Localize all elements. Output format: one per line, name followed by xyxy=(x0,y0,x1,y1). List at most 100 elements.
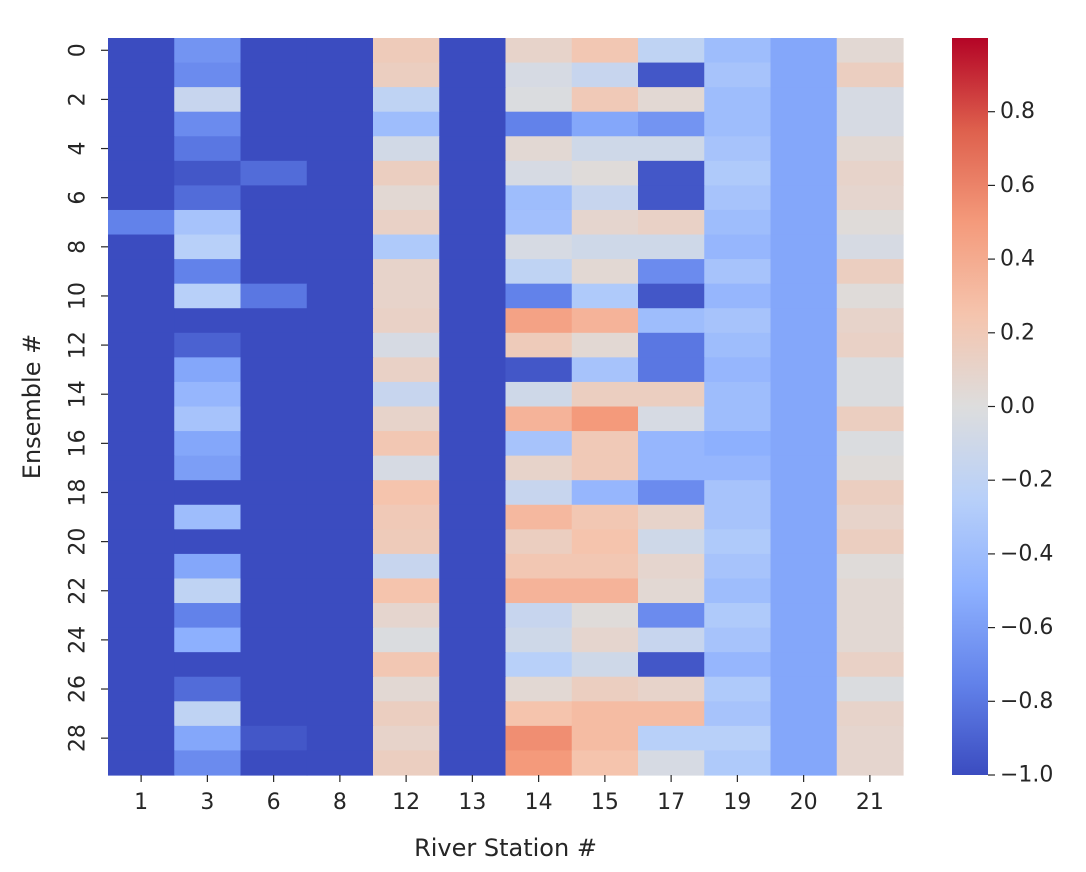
heatmap-cell xyxy=(240,406,308,432)
heatmap-cell xyxy=(571,676,639,702)
heatmap-cell xyxy=(108,136,175,162)
heatmap-cell xyxy=(704,209,772,236)
heatmap-cell xyxy=(505,455,573,481)
heatmap-cell xyxy=(373,136,440,162)
heatmap-cell xyxy=(770,185,838,211)
heatmap-cell xyxy=(108,381,175,408)
heatmap-cell xyxy=(174,38,242,64)
heatmap-cell xyxy=(505,381,573,408)
heatmap-cell xyxy=(174,652,242,678)
heatmap-cell xyxy=(108,160,175,186)
heatmap-cell xyxy=(704,676,772,702)
x-axis-title: River Station # xyxy=(414,834,597,862)
heatmap-cell xyxy=(108,62,175,88)
heatmap-cell xyxy=(836,160,904,186)
heatmap-cell xyxy=(571,652,639,678)
heatmap-cell xyxy=(240,676,308,702)
heatmap-cell xyxy=(571,455,639,481)
colorbar-tick-label: −0.4 xyxy=(1000,541,1053,566)
heatmap-cell xyxy=(373,480,440,506)
heatmap-cell xyxy=(704,111,772,137)
heatmap-cell xyxy=(638,406,705,432)
heatmap-cell xyxy=(240,652,308,678)
heatmap-cell xyxy=(836,332,904,358)
heatmap-cell xyxy=(174,234,242,260)
heatmap-cell xyxy=(240,553,308,580)
heatmap-cell xyxy=(306,676,374,702)
heatmap-cell xyxy=(704,160,772,186)
heatmap-cell xyxy=(638,627,705,653)
heatmap-cell xyxy=(505,578,573,604)
heatmap-cell xyxy=(704,185,772,211)
heatmap-cell xyxy=(505,676,573,702)
heatmap-cell xyxy=(240,308,308,334)
heatmap-cell xyxy=(770,750,838,776)
heatmap-cell xyxy=(174,725,242,752)
heatmap-cell xyxy=(373,209,440,236)
heatmap-cell xyxy=(306,160,374,186)
colorbar-tick-label: 0.8 xyxy=(1000,99,1035,124)
heatmap-cell xyxy=(108,627,175,653)
colorbar-tick-label: −0.8 xyxy=(1000,689,1053,714)
heatmap-cell xyxy=(770,578,838,604)
y-tick-label: 4 xyxy=(66,142,91,156)
heatmap-cell xyxy=(108,553,175,580)
heatmap-cell xyxy=(108,332,175,358)
heatmap-cell xyxy=(770,553,838,580)
heatmap-cell xyxy=(306,701,374,727)
heatmap-cell xyxy=(638,652,705,678)
heatmap-cell xyxy=(174,62,242,88)
heatmap-cell xyxy=(439,209,507,236)
heatmap-cell xyxy=(704,234,772,260)
heatmap-cell xyxy=(373,357,440,383)
heatmap-cell xyxy=(174,111,242,137)
heatmap-cell xyxy=(174,701,242,727)
heatmap-cell xyxy=(240,259,308,285)
heatmap-cell xyxy=(505,185,573,211)
heatmap-cell xyxy=(174,160,242,186)
heatmap-cell xyxy=(571,725,639,752)
heatmap-cell xyxy=(505,652,573,678)
heatmap-cell xyxy=(704,725,772,752)
heatmap-cell xyxy=(505,259,573,285)
heatmap-cell xyxy=(638,259,705,285)
heatmap-cell xyxy=(770,136,838,162)
heatmap-cell xyxy=(439,406,507,432)
heatmap-cell xyxy=(174,308,242,334)
heatmap-cell xyxy=(240,529,308,555)
heatmap-cell xyxy=(439,504,507,530)
heatmap-cell xyxy=(836,701,904,727)
heatmap-cell xyxy=(306,38,374,64)
heatmap-cell xyxy=(373,578,440,604)
heatmap-cell xyxy=(373,627,440,653)
heatmap-cell xyxy=(704,504,772,530)
heatmap-cell xyxy=(836,209,904,236)
heatmap-cell xyxy=(439,480,507,506)
heatmap-cell xyxy=(638,480,705,506)
heatmap-cell xyxy=(836,529,904,555)
heatmap-cell xyxy=(439,676,507,702)
heatmap-cell xyxy=(439,283,507,309)
heatmap-cell xyxy=(439,750,507,776)
heatmap-cell xyxy=(108,455,175,481)
y-tick-label: 10 xyxy=(66,282,91,310)
heatmap-cell xyxy=(439,259,507,285)
heatmap-cell xyxy=(108,308,175,334)
heatmap-cell xyxy=(638,431,705,457)
heatmap-cell xyxy=(505,332,573,358)
heatmap-cell xyxy=(240,62,308,88)
heatmap-cell xyxy=(770,406,838,432)
heatmap-cell xyxy=(439,578,507,604)
heatmap-cell xyxy=(373,406,440,432)
heatmap-cell xyxy=(638,553,705,580)
heatmap-cell xyxy=(704,259,772,285)
heatmap-cell xyxy=(704,136,772,162)
heatmap-cell xyxy=(770,234,838,260)
heatmap-cell xyxy=(505,480,573,506)
heatmap-cell xyxy=(240,504,308,530)
heatmap-cell xyxy=(638,455,705,481)
heatmap-cell xyxy=(770,308,838,334)
heatmap-cell xyxy=(704,308,772,334)
heatmap-cell xyxy=(836,185,904,211)
